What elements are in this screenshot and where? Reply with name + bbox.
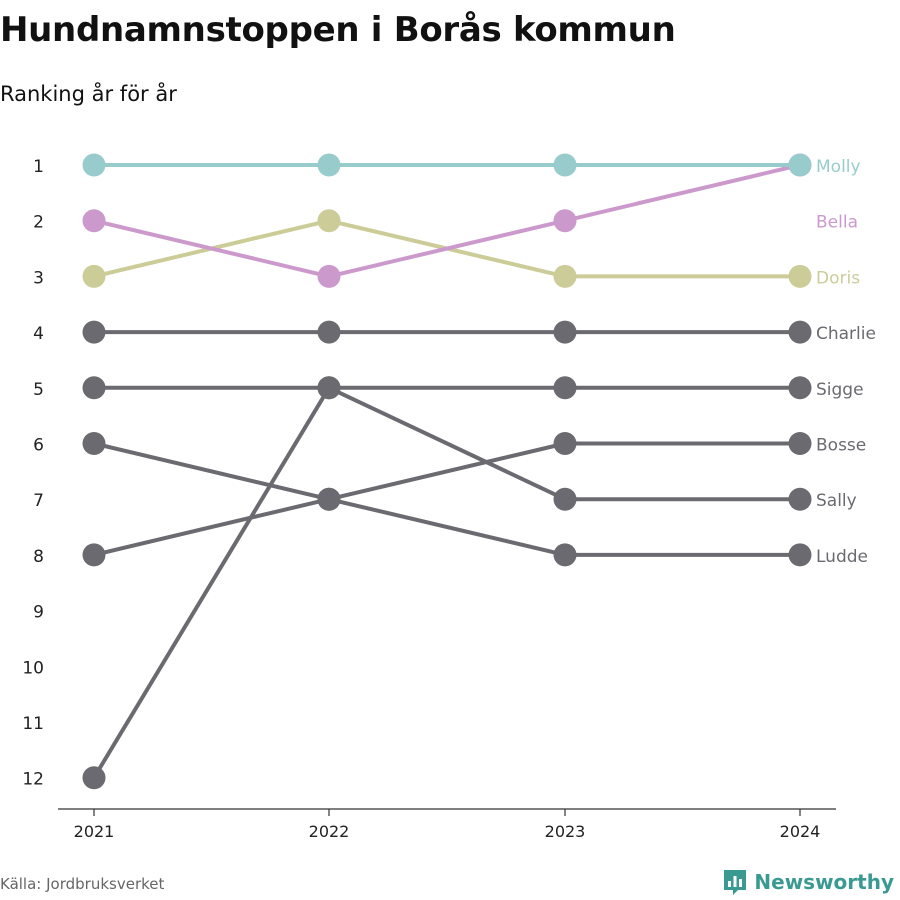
y-tick-label: 8 — [33, 547, 44, 567]
data-point — [788, 487, 812, 511]
series-line — [92, 441, 802, 557]
series-charlie — [82, 320, 812, 344]
y-tick-label: 9 — [33, 603, 44, 623]
x-axis: 2021 2022 2023 2024 — [58, 808, 836, 841]
series-label: Bosse — [816, 436, 866, 456]
data-point — [788, 543, 812, 567]
series-line — [92, 385, 802, 780]
data-point — [788, 264, 812, 288]
series-label: Sally — [816, 491, 857, 511]
y-tick-label: 11 — [22, 714, 44, 734]
x-tick-label: 2024 — [780, 822, 821, 841]
data-point — [553, 320, 577, 344]
series-label: Ludde — [816, 547, 868, 567]
x-tick-label: 2022 — [309, 822, 350, 841]
brand-logo[interactable]: Newsworthy — [722, 868, 894, 896]
data-point — [788, 432, 812, 455]
data-point — [317, 487, 341, 511]
newsworthy-logo-icon — [724, 870, 747, 895]
y-tick-label: 6 — [33, 436, 44, 456]
data-point — [553, 376, 577, 400]
end-labels: Molly Bella Doris Charlie Sigge Bosse Sally Lud… — [816, 157, 876, 567]
data-point — [553, 264, 577, 288]
series-line — [92, 441, 802, 557]
series-layer — [82, 153, 812, 790]
data-point — [317, 209, 341, 233]
y-tick-label: 12 — [22, 770, 44, 790]
data-point — [553, 209, 577, 233]
data-point — [82, 320, 106, 344]
data-point — [317, 320, 341, 344]
series-sigge — [82, 376, 812, 400]
data-point — [553, 153, 577, 177]
data-point — [788, 153, 812, 177]
y-tick-label: 7 — [33, 491, 44, 511]
series-label: Doris — [816, 268, 860, 288]
data-point — [82, 209, 106, 233]
series-bella — [82, 153, 812, 288]
data-point — [317, 153, 341, 177]
y-tick-label: 3 — [33, 268, 44, 288]
data-point — [82, 153, 106, 177]
y-tick-label: 4 — [33, 324, 44, 344]
y-tick-label: 5 — [33, 380, 44, 400]
y-tick-label: 2 — [33, 213, 44, 233]
y-tick-label: 1 — [33, 157, 44, 177]
series-sally — [82, 376, 812, 790]
data-point — [553, 543, 577, 567]
data-point — [788, 320, 812, 344]
data-point — [82, 432, 106, 455]
x-tick-label: 2021 — [74, 822, 115, 841]
series-ludde — [82, 432, 812, 567]
data-point — [82, 766, 106, 790]
data-point — [82, 543, 106, 567]
series-label: Sigge — [816, 380, 864, 400]
series-molly — [82, 153, 812, 177]
series-label: Molly — [816, 157, 861, 177]
y-tick-label: 10 — [22, 658, 44, 678]
data-point — [317, 376, 341, 400]
data-point — [788, 376, 812, 400]
series-label: Charlie — [816, 324, 876, 344]
series-line — [92, 163, 802, 279]
x-tick-label: 2023 — [545, 822, 586, 841]
data-point — [82, 376, 106, 400]
data-point — [82, 264, 106, 288]
brand-name: Newsworthy — [754, 870, 894, 894]
chart-subtitle: Ranking år för år — [0, 82, 177, 106]
data-point — [553, 432, 577, 455]
series-label: Bella — [816, 213, 858, 233]
data-point — [553, 487, 577, 511]
chart-title: Hundnamnstoppen i Borås kommun — [0, 10, 676, 50]
source-note: Källa: Jordbruksverket — [0, 875, 165, 893]
data-point — [317, 264, 341, 288]
